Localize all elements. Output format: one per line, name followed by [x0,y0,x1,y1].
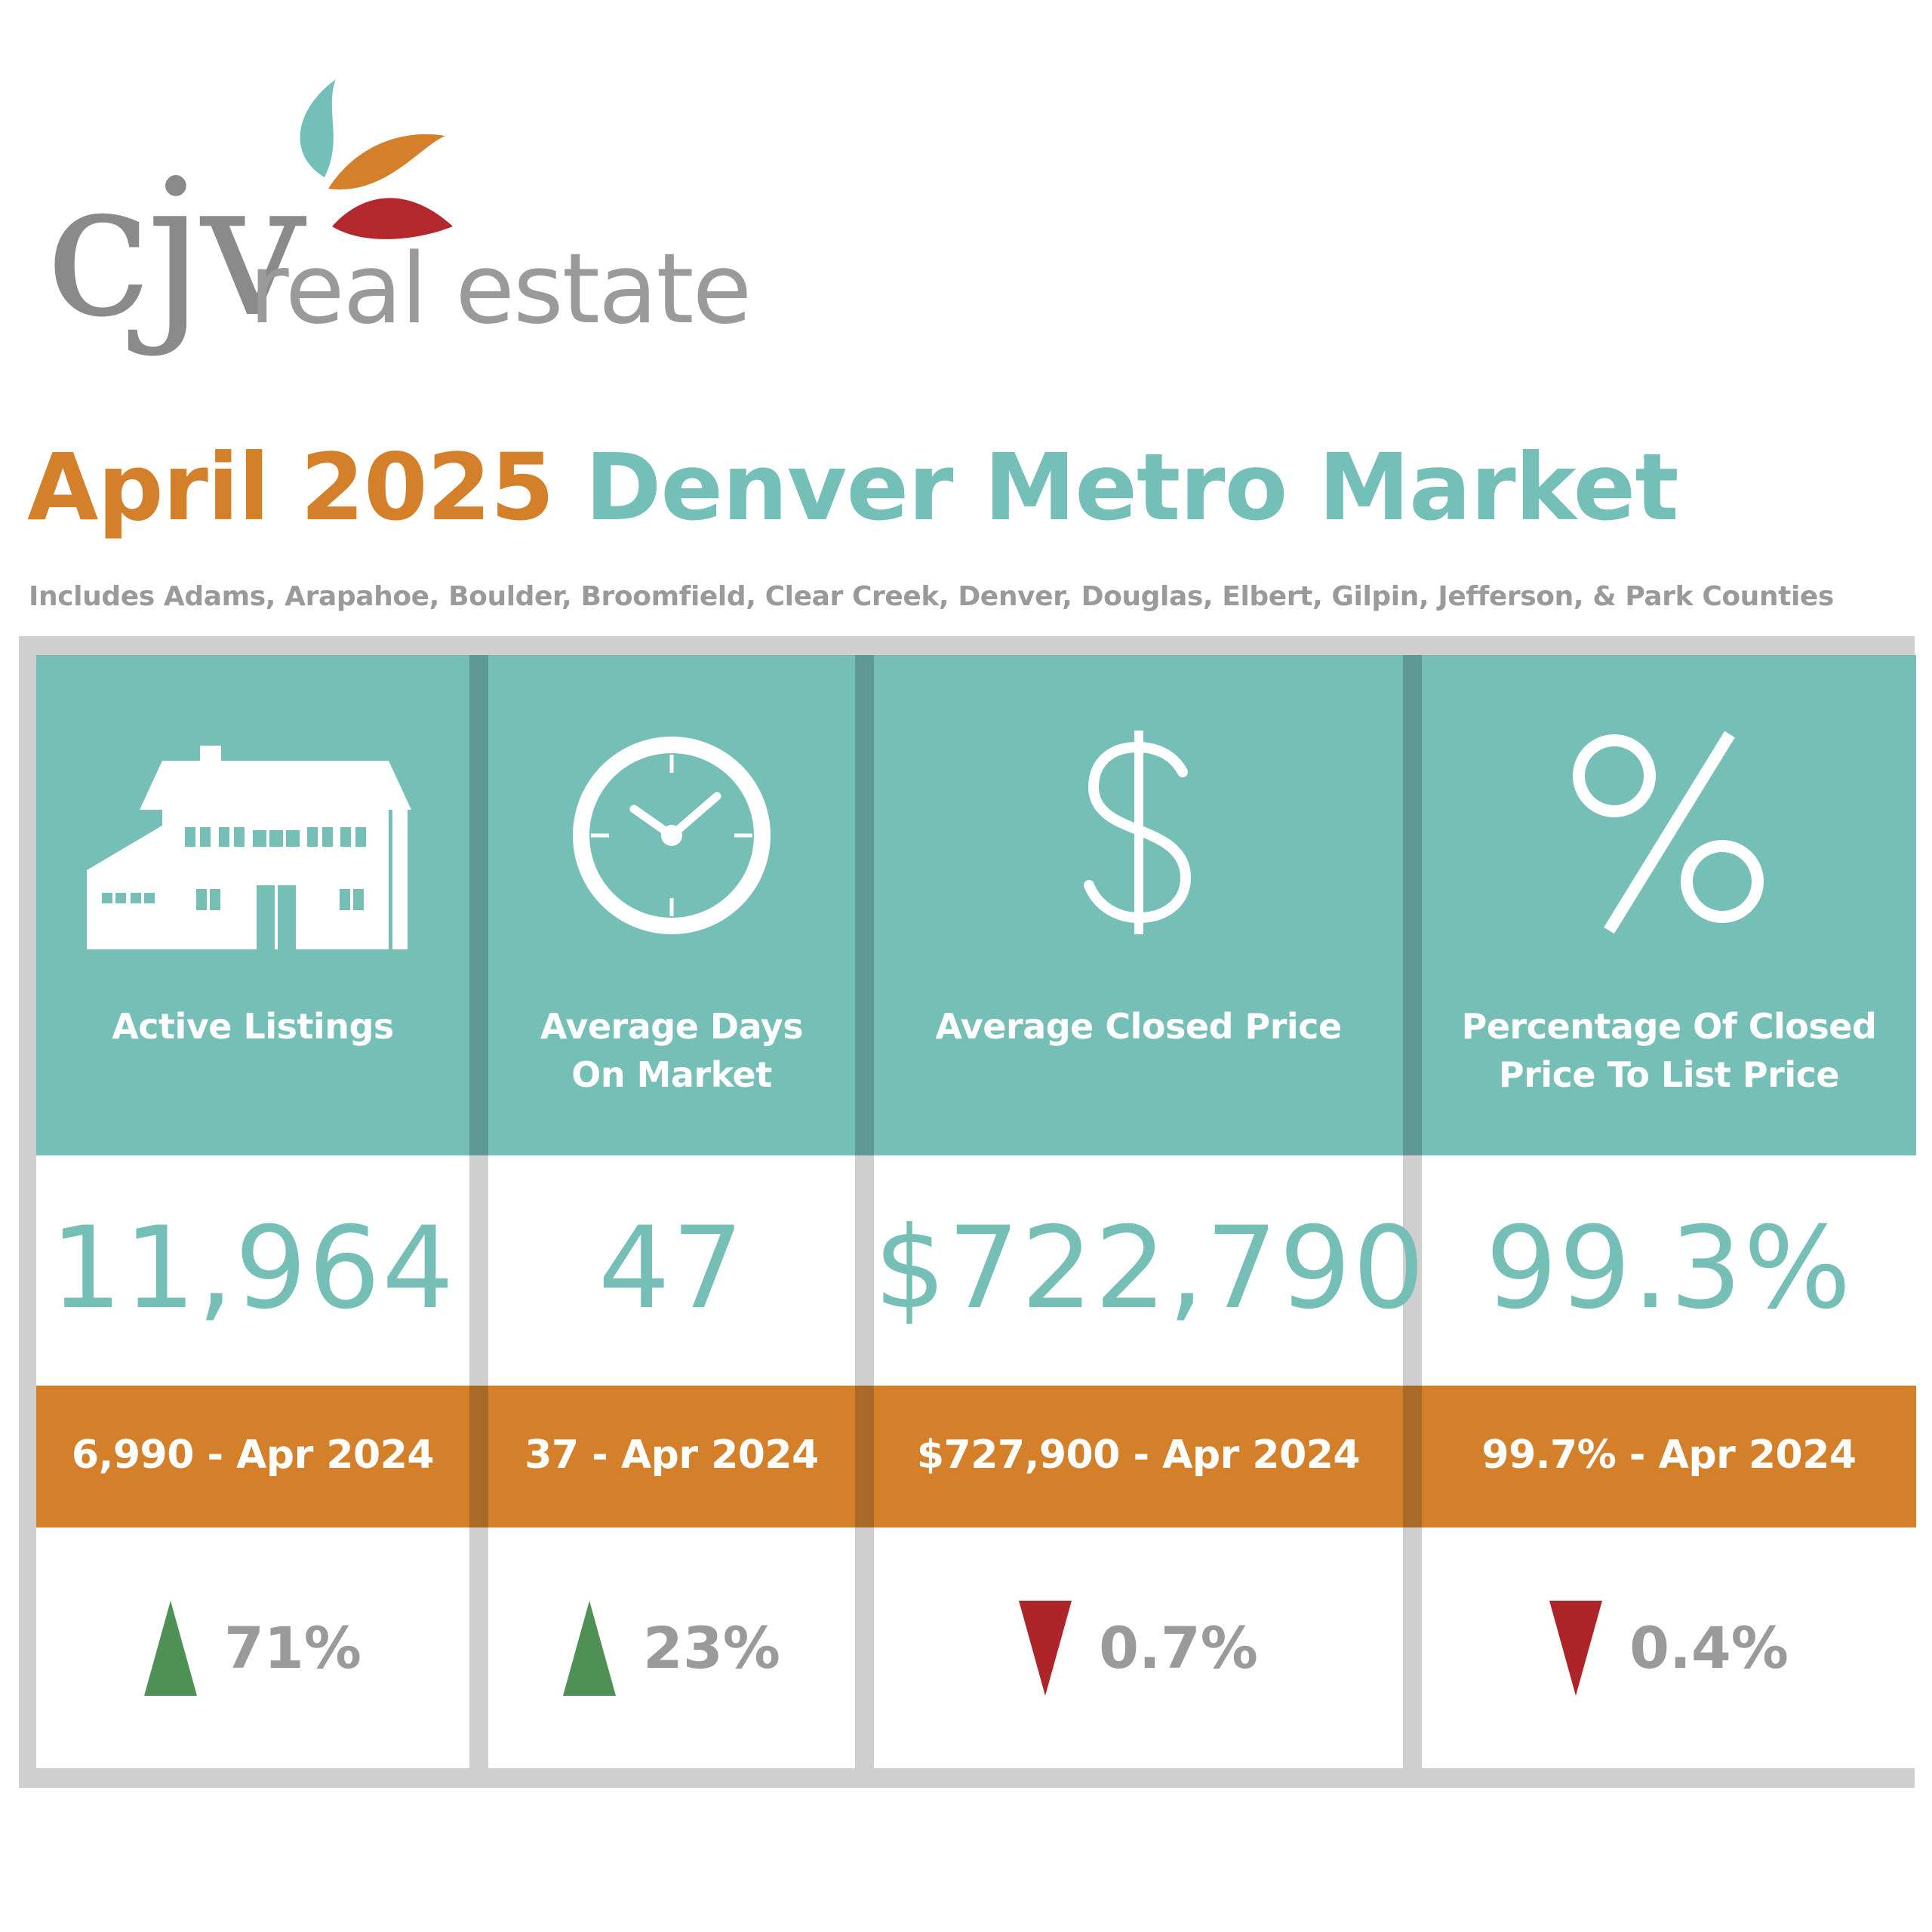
arrow-up-icon [563,1600,617,1696]
metric-header: Average Days On Market [488,655,855,1155]
logo-brand: cjv [45,139,307,358]
metric-change: 0.4% [1422,1527,1916,1768]
metric-change: 71% [36,1527,469,1768]
house-icon [87,746,411,949]
change-percent: 71% [224,1614,361,1681]
dollar-icon [1083,731,1191,934]
metric-label: Active Listings [112,1006,394,1047]
metric-previous: $727,900 - Apr 2024 [916,1432,1361,1478]
logo: cjv real estate [30,64,755,351]
logo-tagline: real estate [249,233,752,346]
metric-change: 0.7% [874,1527,1403,1768]
metric-label: Percentage Of Closed Price To List Price [1461,1006,1877,1095]
metric-change: 23% [488,1527,855,1768]
metric-header: Percentage Of Closed Price To List Price [1422,655,1916,1155]
metric-average-closed-price: Average Closed Price $722,790 $727,900 -… [874,655,1426,1768]
metric-percentage-closed-to-list: Percentage Of Closed Price To List Price… [1422,655,1916,1768]
change-percent: 0.7% [1099,1614,1258,1681]
metric-average-days-on-market: Average Days On Market 47 37 - Apr 2024 … [488,655,855,1768]
metric-value: 99.3% [1485,1203,1853,1334]
metric-label: Average Closed Price [935,1006,1342,1047]
metric-label: Average Days On Market [540,1006,804,1095]
arrow-down-icon [1549,1600,1603,1696]
column-divider [469,655,488,1768]
metric-previous: 6,990 - Apr 2024 [71,1432,435,1478]
arrow-down-icon [1019,1600,1072,1696]
page-title: April 2025 Denver Metro Market [27,441,1679,534]
page-subtitle: Includes Adams, Arapahoe, Boulder, Broom… [29,581,1834,612]
metric-previous: 37 - Apr 2024 [525,1432,819,1478]
change-percent: 0.4% [1629,1614,1789,1681]
metrics-panel: Active Listings 11,964 6,990 - Apr 2024 … [19,636,1916,1788]
column-divider [1403,655,1422,1768]
clock-icon [573,737,771,934]
metric-value: 11,964 [50,1203,456,1334]
metric-active-listings: Active Listings 11,964 6,990 - Apr 2024 … [36,655,469,1768]
percent-icon [1572,731,1764,934]
column-divider [855,655,874,1768]
leaves-icon [300,78,453,239]
metric-value: 47 [598,1203,746,1334]
arrow-up-icon [144,1600,198,1696]
metric-header: Active Listings [36,655,469,1155]
metric-previous: 99.7% - Apr 2024 [1481,1432,1857,1478]
metric-header: Average Closed Price [874,655,1403,1155]
metric-value: $722,790 [874,1203,1426,1334]
change-percent: 23% [643,1614,780,1681]
title-market: Denver Metro Market [585,434,1679,541]
title-date: April 2025 [27,434,555,541]
